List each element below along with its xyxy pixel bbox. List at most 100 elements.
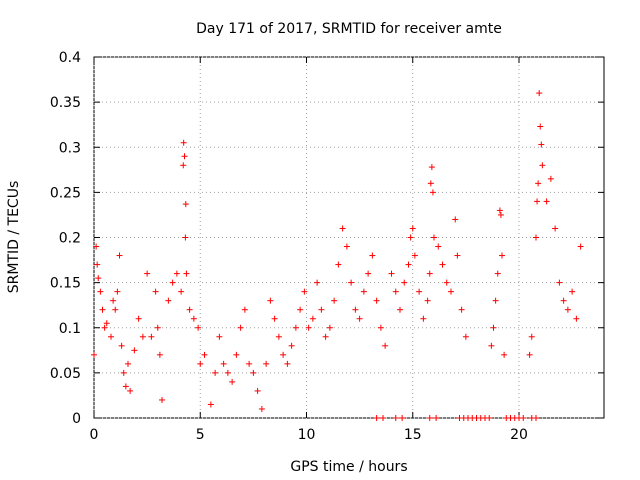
data-point (420, 315, 427, 322)
data-point (122, 383, 129, 390)
data-point (131, 347, 138, 354)
data-point (462, 333, 469, 340)
data-point (360, 288, 367, 295)
data-point (369, 252, 376, 259)
data-point (494, 270, 501, 277)
data-point (139, 333, 146, 340)
data-point (183, 270, 190, 277)
data-point (486, 415, 493, 421)
data-point (536, 90, 543, 97)
data-point (411, 252, 418, 259)
data-point (173, 270, 180, 277)
data-point (233, 351, 240, 358)
data-point (528, 333, 535, 340)
data-point (348, 279, 355, 286)
x-tick-label: 15 (404, 427, 422, 443)
y-tick-label: 0 (72, 411, 81, 427)
data-point (492, 297, 499, 304)
data-point (271, 315, 278, 322)
data-point (144, 270, 151, 277)
data-point (405, 261, 412, 268)
data-point (159, 396, 165, 403)
x-tick-label: 0 (90, 427, 99, 443)
data-point (577, 243, 584, 250)
data-point (397, 306, 403, 313)
x-tick-label: 5 (196, 427, 205, 443)
data-point (547, 175, 554, 182)
y-tick-label: 0.15 (50, 276, 81, 292)
data-point (254, 387, 261, 394)
data-point (110, 297, 117, 304)
data-point (356, 315, 363, 322)
data-point (135, 315, 142, 322)
data-point (533, 234, 539, 241)
x-axis-label: GPS time / hours (290, 459, 407, 475)
data-point (452, 216, 459, 223)
data-point (322, 333, 329, 340)
y-tick-label: 0.1 (59, 321, 81, 337)
data-point (229, 378, 236, 385)
data-point (112, 306, 119, 313)
data-point (186, 306, 193, 313)
data-point (297, 306, 304, 313)
data-point (538, 141, 545, 148)
data-point (97, 288, 104, 295)
data-point (165, 297, 172, 304)
data-point (439, 261, 446, 268)
data-point (526, 351, 533, 358)
data-point (433, 415, 440, 421)
data-point (108, 333, 114, 340)
data-point (263, 360, 270, 367)
grid-layer (93, 56, 604, 419)
data-point (201, 351, 208, 358)
y-tick-label: 0.3 (59, 140, 81, 156)
data-point (241, 306, 248, 313)
data-point (496, 207, 503, 214)
data-point (288, 342, 295, 349)
data-point (154, 324, 161, 331)
y-tick-label: 0.05 (50, 366, 81, 382)
data-point (220, 360, 227, 367)
data-point (280, 351, 287, 358)
data-point (543, 198, 550, 205)
data-point (537, 123, 544, 130)
data-point (331, 297, 338, 304)
data-point (99, 306, 106, 313)
data-point (458, 306, 465, 313)
data-point (429, 189, 436, 196)
data-point (237, 324, 244, 331)
data-point (535, 180, 542, 187)
data-point (148, 333, 155, 340)
data-point (533, 415, 539, 421)
data-point (448, 288, 454, 295)
data-point (103, 320, 110, 327)
data-point (258, 405, 265, 412)
data-point (95, 275, 102, 282)
data-point (377, 324, 384, 331)
data-point (190, 315, 197, 322)
data-point (426, 415, 433, 421)
data-point (101, 324, 108, 331)
data-point (407, 234, 414, 241)
y-tick-label: 0.4 (59, 50, 81, 66)
data-point (560, 297, 567, 304)
data-point (152, 288, 159, 295)
data-point (318, 306, 325, 313)
data-point (424, 297, 431, 304)
data-point (409, 225, 416, 232)
data-point (573, 315, 580, 322)
data-point (127, 387, 134, 394)
chart-title: Day 171 of 2017, SRMTID for receiver amt… (196, 21, 502, 37)
data-point (267, 297, 274, 304)
data-point (250, 369, 257, 376)
data-point (224, 369, 231, 376)
data-point (335, 261, 342, 268)
data-point (182, 234, 189, 241)
data-point (428, 164, 435, 171)
data-point (399, 415, 406, 421)
points-layer (91, 90, 584, 421)
data-point (435, 243, 442, 250)
data-point (392, 288, 399, 295)
